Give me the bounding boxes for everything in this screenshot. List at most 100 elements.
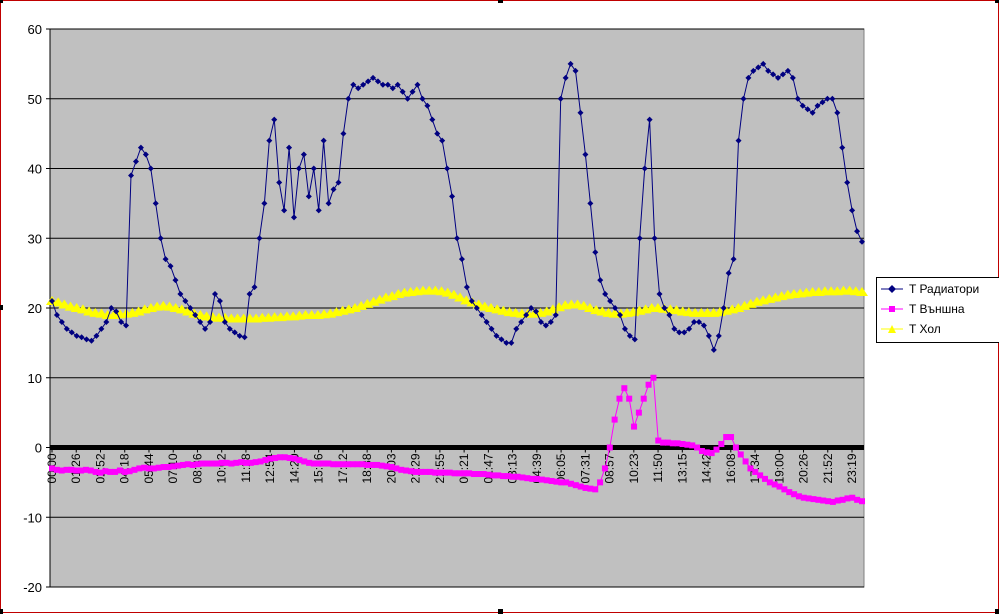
data-point — [172, 277, 179, 284]
legend[interactable]: T Радиатори T Външна T Хол — [876, 277, 999, 343]
data-point — [616, 311, 623, 318]
data-point — [558, 479, 565, 486]
data-point — [458, 256, 465, 263]
data-point — [182, 298, 189, 305]
data-point — [725, 270, 732, 277]
data-point — [325, 460, 332, 467]
data-point — [291, 214, 298, 221]
data-point — [552, 311, 559, 318]
data-point — [765, 67, 772, 74]
data-point — [325, 200, 332, 207]
data-point — [116, 467, 123, 474]
data-point — [152, 200, 159, 207]
resize-handle-top-center[interactable] — [498, 0, 503, 3]
data-point — [844, 495, 851, 502]
data-point — [760, 60, 767, 67]
x-tick-label: 11:50 — [651, 453, 665, 482]
data-point — [518, 318, 525, 325]
data-point — [434, 130, 441, 137]
x-tick-label: 00:21 — [457, 453, 471, 483]
y-tick-label: -10 — [23, 510, 42, 525]
data-point — [784, 67, 791, 74]
data-point — [137, 144, 144, 151]
data-point — [651, 235, 658, 242]
data-point — [247, 459, 254, 466]
data-point — [696, 318, 703, 325]
data-point — [572, 67, 579, 74]
data-point — [641, 165, 648, 172]
data-point — [757, 472, 764, 479]
resize-handle-bottom-center[interactable] — [498, 609, 503, 614]
data-point — [223, 459, 230, 466]
data-point — [548, 477, 555, 484]
data-point — [789, 74, 796, 81]
data-point — [498, 336, 505, 343]
data-point — [184, 461, 191, 468]
legend-marker-triangle-icon — [881, 325, 903, 333]
data-point — [612, 305, 619, 311]
data-point — [92, 468, 99, 475]
data-point — [344, 461, 351, 468]
data-point — [488, 325, 495, 332]
data-point — [636, 235, 643, 242]
data-point — [112, 468, 119, 475]
data-point — [577, 109, 584, 116]
data-point — [463, 284, 470, 291]
data-point — [83, 336, 90, 343]
data-point — [466, 470, 473, 477]
resize-handle-bottom-left[interactable] — [0, 609, 3, 614]
data-point — [577, 300, 590, 310]
data-point — [577, 483, 584, 490]
series-layer — [46, 60, 868, 505]
data-point — [523, 311, 530, 318]
data-point — [446, 469, 453, 476]
data-point — [537, 318, 544, 325]
data-point — [587, 200, 594, 207]
data-point — [621, 385, 628, 392]
data-point — [844, 179, 851, 186]
data-point — [189, 461, 196, 468]
data-point — [799, 102, 806, 109]
x-tick-label: 06:05 — [554, 453, 568, 483]
data-point — [213, 460, 220, 467]
data-point — [439, 137, 446, 144]
data-point — [720, 305, 727, 311]
data-point — [795, 493, 802, 500]
data-point — [786, 489, 793, 496]
data-point — [378, 462, 385, 469]
x-tick-label: 08:57 — [603, 453, 617, 483]
data-point — [412, 468, 419, 475]
data-point — [631, 336, 638, 343]
data-point — [437, 469, 444, 476]
data-point — [388, 464, 395, 471]
data-point — [834, 109, 841, 116]
data-point — [708, 450, 715, 457]
data-point — [698, 447, 705, 454]
data-point — [447, 289, 460, 299]
data-point — [660, 439, 667, 446]
data-point — [839, 496, 846, 503]
x-tick-label: 23:19 — [845, 453, 859, 483]
resize-handle-bottom-right[interactable] — [995, 609, 999, 614]
resize-handle-top-right[interactable] — [995, 0, 999, 3]
data-point — [669, 440, 676, 447]
data-point — [142, 151, 149, 158]
resize-handle-middle-left[interactable] — [0, 305, 3, 310]
data-point — [694, 444, 701, 451]
data-point — [666, 311, 673, 318]
data-point — [82, 466, 89, 473]
data-point — [779, 71, 786, 78]
data-point — [656, 291, 663, 298]
data-point — [771, 481, 778, 488]
data-point — [374, 78, 381, 85]
data-point — [700, 322, 707, 329]
data-point — [108, 305, 115, 311]
data-point — [524, 475, 531, 482]
data-point — [429, 116, 436, 123]
data-point — [444, 165, 451, 172]
data-point — [686, 325, 693, 332]
resize-handle-top-left[interactable] — [0, 0, 3, 3]
data-point — [157, 235, 164, 242]
series-0 — [49, 60, 865, 353]
data-point — [820, 497, 827, 504]
